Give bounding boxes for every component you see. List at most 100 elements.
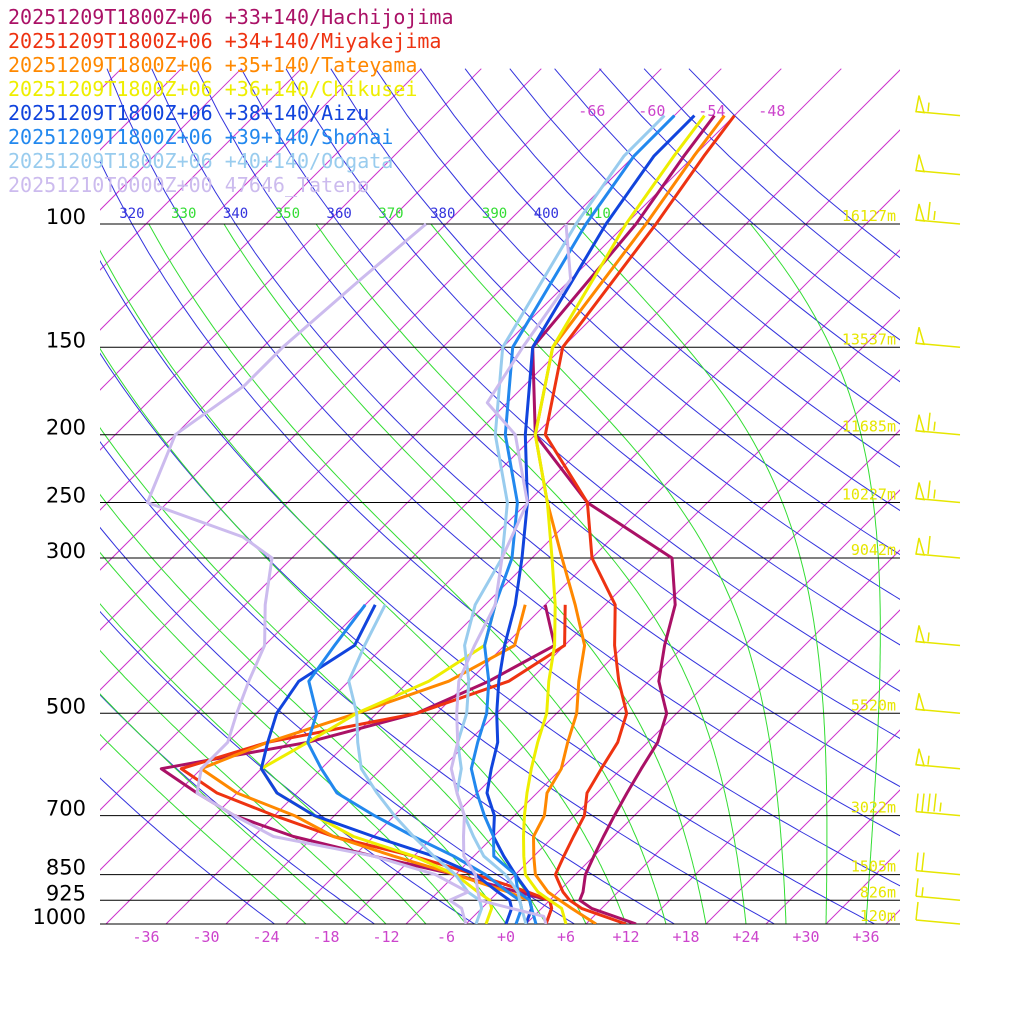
pressure-label: 250 [46, 484, 86, 508]
isotherm-line [585, 609, 900, 924]
isotherm-line [0, 69, 1, 924]
legend-entry: 20251209T1800Z+06 +39+140/Shonai [8, 125, 393, 149]
temp-tick-label: -18 [312, 928, 339, 946]
temp-tick-label: -6 [437, 928, 455, 946]
upper-temp-label: -48 [758, 102, 785, 120]
pressure-label: 200 [46, 416, 86, 440]
wind-barb [915, 95, 961, 117]
temp-tick-label: -36 [132, 928, 159, 946]
temperature-profile [532, 114, 726, 924]
temperature-tick-labels: -36 -30 -24 -18 -12 -6 +0 +6 +12 +18 +24 +30 +36 [132, 928, 879, 946]
upper-temp-label: -60 [638, 102, 665, 120]
temperature-profile [531, 114, 716, 924]
theta-label: 320 [119, 206, 144, 222]
wind-barb [915, 901, 961, 925]
isotherm-line [100, 68, 482, 451]
dry-adiabat-line [285, 68, 900, 646]
dewpoint-profile [179, 604, 567, 924]
dry-adiabat-line [375, 68, 900, 556]
isotherm-line [165, 189, 900, 924]
height-label: 10227m [842, 486, 896, 504]
wind-barb [915, 748, 961, 770]
pressure-label: 300 [46, 539, 86, 563]
isotherm-line [285, 309, 900, 924]
wind-barb [915, 154, 961, 176]
temperature-profile [455, 114, 666, 924]
height-label: 826m [860, 883, 896, 901]
isotherm-line [405, 429, 900, 924]
legend-entry: 20251209T1800Z+06 +33+140/Hachijojima [8, 5, 454, 29]
isotherm-line [100, 68, 362, 331]
isotherm-line [705, 729, 900, 924]
wind-barb [915, 480, 961, 504]
dry-adiabat-line [100, 610, 475, 924]
upper-temp-label: -54 [698, 102, 725, 120]
legend-entry: 20251210T0000Z+00 47646_Tateno [8, 173, 369, 197]
temperature-profile [449, 223, 573, 924]
temperature-profile [522, 114, 706, 924]
temp-tick-label: +24 [732, 928, 759, 946]
upper-temp-label: -66 [578, 102, 605, 120]
dry-adiabat-line [330, 68, 900, 600]
moist-adiabat-line [100, 347, 587, 924]
legend-entry: 20251209T1800Z+06 +40+140/Oogata [8, 149, 393, 173]
theta-label: 330 [171, 206, 196, 222]
temp-tick-label: -12 [372, 928, 399, 946]
pressure-label: 850 [46, 856, 86, 880]
dry-adiabat-line [464, 68, 900, 468]
theta-label: 390 [482, 206, 507, 222]
pressure-label: 100 [46, 205, 86, 229]
dewpoint-profile [306, 603, 524, 924]
dry-adiabat-line [240, 68, 900, 692]
dry-adiabat-line [100, 440, 675, 924]
theta-label: 350 [275, 206, 300, 222]
temp-tick-label: -24 [252, 928, 279, 946]
isotherm-line [100, 68, 662, 631]
temperature-profile [469, 114, 676, 924]
height-label: 11685m [842, 418, 896, 436]
pressure-label: 1000 [33, 905, 86, 929]
pressure-label: 500 [46, 694, 86, 718]
theta-label: 360 [327, 206, 352, 222]
isotherm-line [885, 909, 900, 924]
isotherm-line [645, 669, 900, 924]
height-label: 3022m [851, 799, 896, 817]
dewpoint-profile [347, 604, 484, 924]
dry-adiabat-line [151, 68, 900, 788]
dry-adiabat-line [100, 352, 775, 924]
height-label: 13537m [842, 330, 896, 348]
isotherm-line [100, 69, 900, 871]
pressure-label: 925 [46, 881, 86, 905]
temp-tick-label: +36 [852, 928, 879, 946]
isotherm-line [100, 68, 602, 571]
wind-barb [915, 625, 961, 647]
height-labels: 16127m 13537m 11685m 10227m 9042m 5520m 3022m 1… [842, 207, 896, 925]
temperature-profile [543, 114, 736, 924]
wind-barb [915, 793, 961, 817]
isotherm-line [100, 68, 782, 751]
isotherm-line [100, 68, 722, 691]
moist-adiabat-line [148, 223, 667, 924]
wind-barb [915, 878, 961, 902]
dewpoint-profile [145, 222, 470, 924]
legend-entry: 20251209T1800Z+06 +35+140/Tateyama [8, 53, 417, 77]
temperature-profile [485, 114, 696, 924]
temp-tick-label: +30 [792, 928, 819, 946]
dewpoint-profile [259, 604, 514, 924]
upper-temperature-labels: -66 -60 -54 -48 [578, 102, 785, 120]
temp-tick-label: +0 [497, 928, 515, 946]
isotherm-line [525, 549, 900, 924]
dry-adiabat-line [100, 259, 875, 924]
theta-label: 400 [534, 206, 559, 222]
legend: 20251209T1800Z+06 +33+140/Hachijojima 202… [8, 5, 454, 197]
height-label: 1505m [851, 858, 896, 876]
isotherm-line [100, 68, 842, 811]
temp-tick-label: +12 [612, 928, 639, 946]
wind-barb [915, 201, 961, 225]
dry-adiabat-line [100, 777, 275, 924]
theta-labels: 320 330 340 350 360 370 380 390 400 410 [119, 206, 610, 222]
sounding-profiles [145, 114, 736, 924]
wind-barb [915, 327, 961, 349]
wind-barb [915, 693, 961, 715]
dewpoint-profile [159, 604, 557, 924]
